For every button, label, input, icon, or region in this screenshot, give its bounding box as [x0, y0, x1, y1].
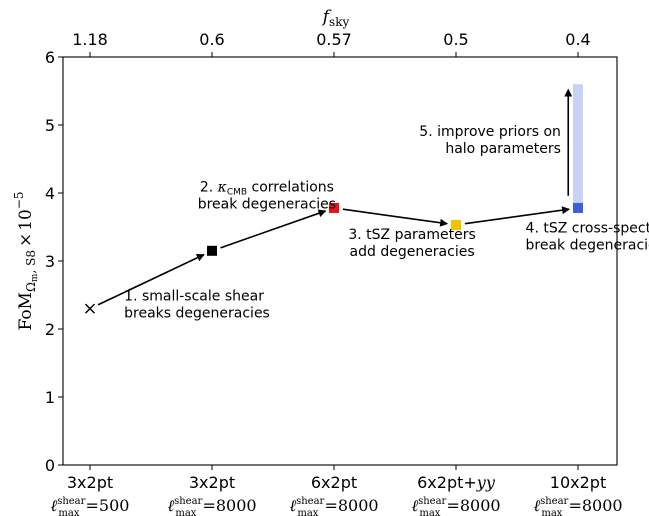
annotation: 2. κCMB correlations break degeneracies [198, 180, 336, 213]
top-tick-label: 1.18 [72, 30, 108, 49]
y-tick-label: 6 [45, 48, 55, 67]
data-point-square [573, 202, 583, 213]
category-label: 6x2pt+yy [417, 473, 496, 492]
y-tick-label: 0 [45, 456, 55, 475]
annotation: 3. tSZ parameters add degeneracies [348, 227, 475, 260]
category-label: 3x2pt [67, 473, 113, 492]
data-point-square [329, 202, 339, 213]
annotations: 1. small-scale shear breaks degeneracies 2… [124, 124, 649, 322]
top-tick-label: 0.5 [443, 30, 468, 49]
annotation: 5. improve priors on halo parameters [419, 124, 561, 157]
shear-max-label: ℓshear max =8000 [533, 496, 622, 516]
step-arrow [220, 209, 327, 249]
data-point-square [207, 245, 217, 256]
top-tick-label: 0.6 [199, 30, 224, 49]
data-marks [84, 84, 583, 314]
y-tick-label: 1 [45, 388, 55, 407]
category-label: 3x2pt [189, 473, 235, 492]
step-arrow [464, 206, 571, 225]
step-arrow [342, 208, 449, 227]
y-tick-label: 5 [45, 116, 55, 135]
shear-max-label: ℓshear max =8000 [411, 496, 500, 516]
y-tick-label: 3 [45, 252, 55, 271]
bottom-axis-ticks: 3x2pt ℓshear max =500 3x2pt ℓshear max =8000 6x2… [51, 465, 623, 516]
annotation: 4. tSZ cross-spectrabreak degeneracies [526, 220, 649, 253]
annotation: 1. small-scale shear breaks degeneracies [124, 288, 270, 321]
y-axis-ticks: 0 1 2 3 4 5 6 [45, 48, 63, 475]
top-tick-label: 0.57 [316, 30, 352, 49]
y-axis-label: FoMΩm, S8×10−5 [12, 191, 40, 330]
plot-frame [62, 56, 618, 466]
shear-max-label: ℓshear max =8000 [289, 496, 378, 516]
data-point-x [84, 303, 96, 314]
top-axis-ticks: 1.18 0.6 0.57 0.5 0.4 [72, 30, 591, 57]
y-tick-label: 4 [45, 184, 55, 203]
y-tick-label: 2 [45, 320, 55, 339]
category-label: 10x2pt [550, 473, 606, 492]
shear-max-label: ℓshear max =500 [51, 496, 130, 516]
shear-max-label: ℓshear max =8000 [167, 496, 256, 516]
top-tick-label: 0.4 [565, 30, 590, 49]
step-arrow [97, 253, 205, 306]
data-point-square [451, 219, 461, 230]
category-label: 6x2pt [311, 473, 357, 492]
top-axis-label: fsky [321, 7, 350, 29]
prior-range-bar [573, 84, 583, 208]
